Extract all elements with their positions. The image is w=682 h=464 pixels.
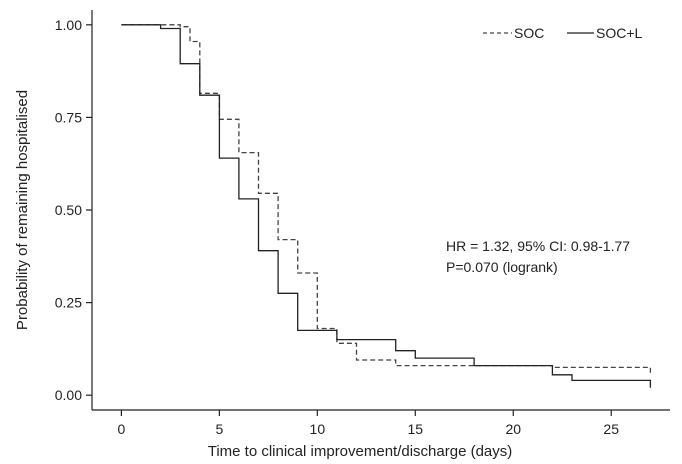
x-tick-label: 0 bbox=[117, 421, 125, 437]
annotations: HR = 1.32, 95% CI: 0.98-1.77 P=0.070 (lo… bbox=[446, 238, 630, 275]
p-value-annotation: P=0.070 (logrank) bbox=[446, 259, 558, 275]
x-ticks: 0 5 10 15 20 25 bbox=[117, 410, 619, 437]
series-line-soc-l bbox=[121, 24, 652, 388]
y-ticks: 0.00 0.25 0.50 0.75 1.00 bbox=[55, 17, 92, 403]
legend: SOC SOC+L bbox=[483, 25, 643, 41]
y-tick-label: 1.00 bbox=[55, 17, 82, 33]
legend-label-soc: SOC bbox=[514, 25, 544, 41]
y-axis-title: Probability of remaining hospitalised bbox=[14, 90, 31, 330]
y-tick-label: 0.50 bbox=[55, 202, 82, 218]
series-line-soc bbox=[121, 24, 652, 375]
series-layer bbox=[121, 24, 652, 388]
hr-annotation: HR = 1.32, 95% CI: 0.98-1.77 bbox=[446, 238, 630, 254]
axes bbox=[91, 10, 670, 411]
x-tick-label: 20 bbox=[505, 421, 521, 437]
x-tick-label: 5 bbox=[215, 421, 223, 437]
y-tick-label: 0.00 bbox=[55, 387, 82, 403]
y-tick-label: 0.75 bbox=[55, 109, 82, 125]
legend-label-soc-l: SOC+L bbox=[596, 25, 643, 41]
y-tick-label: 0.25 bbox=[55, 295, 82, 311]
x-axis-title: Time to clinical improvement/discharge (… bbox=[208, 443, 513, 460]
x-tick-label: 10 bbox=[310, 421, 326, 437]
x-tick-label: 25 bbox=[603, 421, 619, 437]
x-tick-label: 15 bbox=[407, 421, 423, 437]
